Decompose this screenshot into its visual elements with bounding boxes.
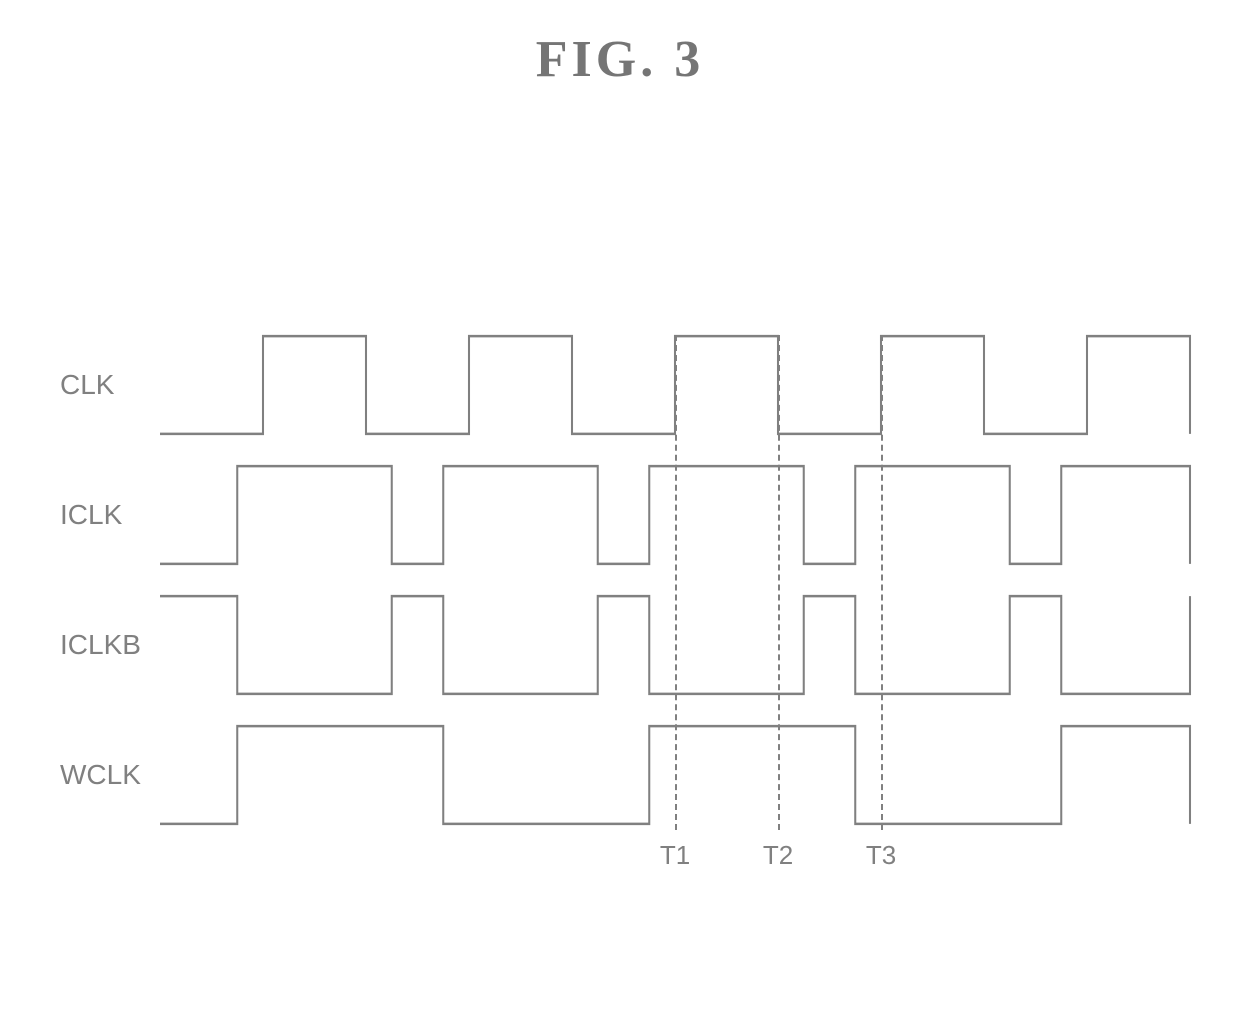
wave-iclkb	[160, 590, 1190, 700]
signal-row-clk: CLK	[60, 330, 1190, 440]
signal-row-iclk: ICLK	[60, 460, 1190, 570]
time-label-t1: T1	[660, 840, 690, 871]
wave-wclk	[160, 720, 1190, 830]
signal-label-iclkb: ICLKB	[60, 629, 160, 661]
signal-row-iclkb: ICLKB	[60, 590, 1190, 700]
figure-title: FIG. 3	[0, 30, 1240, 89]
timing-diagram: T1 T2 T3 CLK ICLK ICLKB WCLK	[60, 330, 1190, 910]
signal-label-clk: CLK	[60, 369, 160, 401]
wave-clk	[160, 330, 1190, 440]
time-label-t3: T3	[866, 840, 896, 871]
signal-label-iclk: ICLK	[60, 499, 160, 531]
signal-label-wclk: WCLK	[60, 759, 160, 791]
wave-iclk	[160, 460, 1190, 570]
signal-row-wclk: WCLK	[60, 720, 1190, 830]
time-label-t2: T2	[763, 840, 793, 871]
